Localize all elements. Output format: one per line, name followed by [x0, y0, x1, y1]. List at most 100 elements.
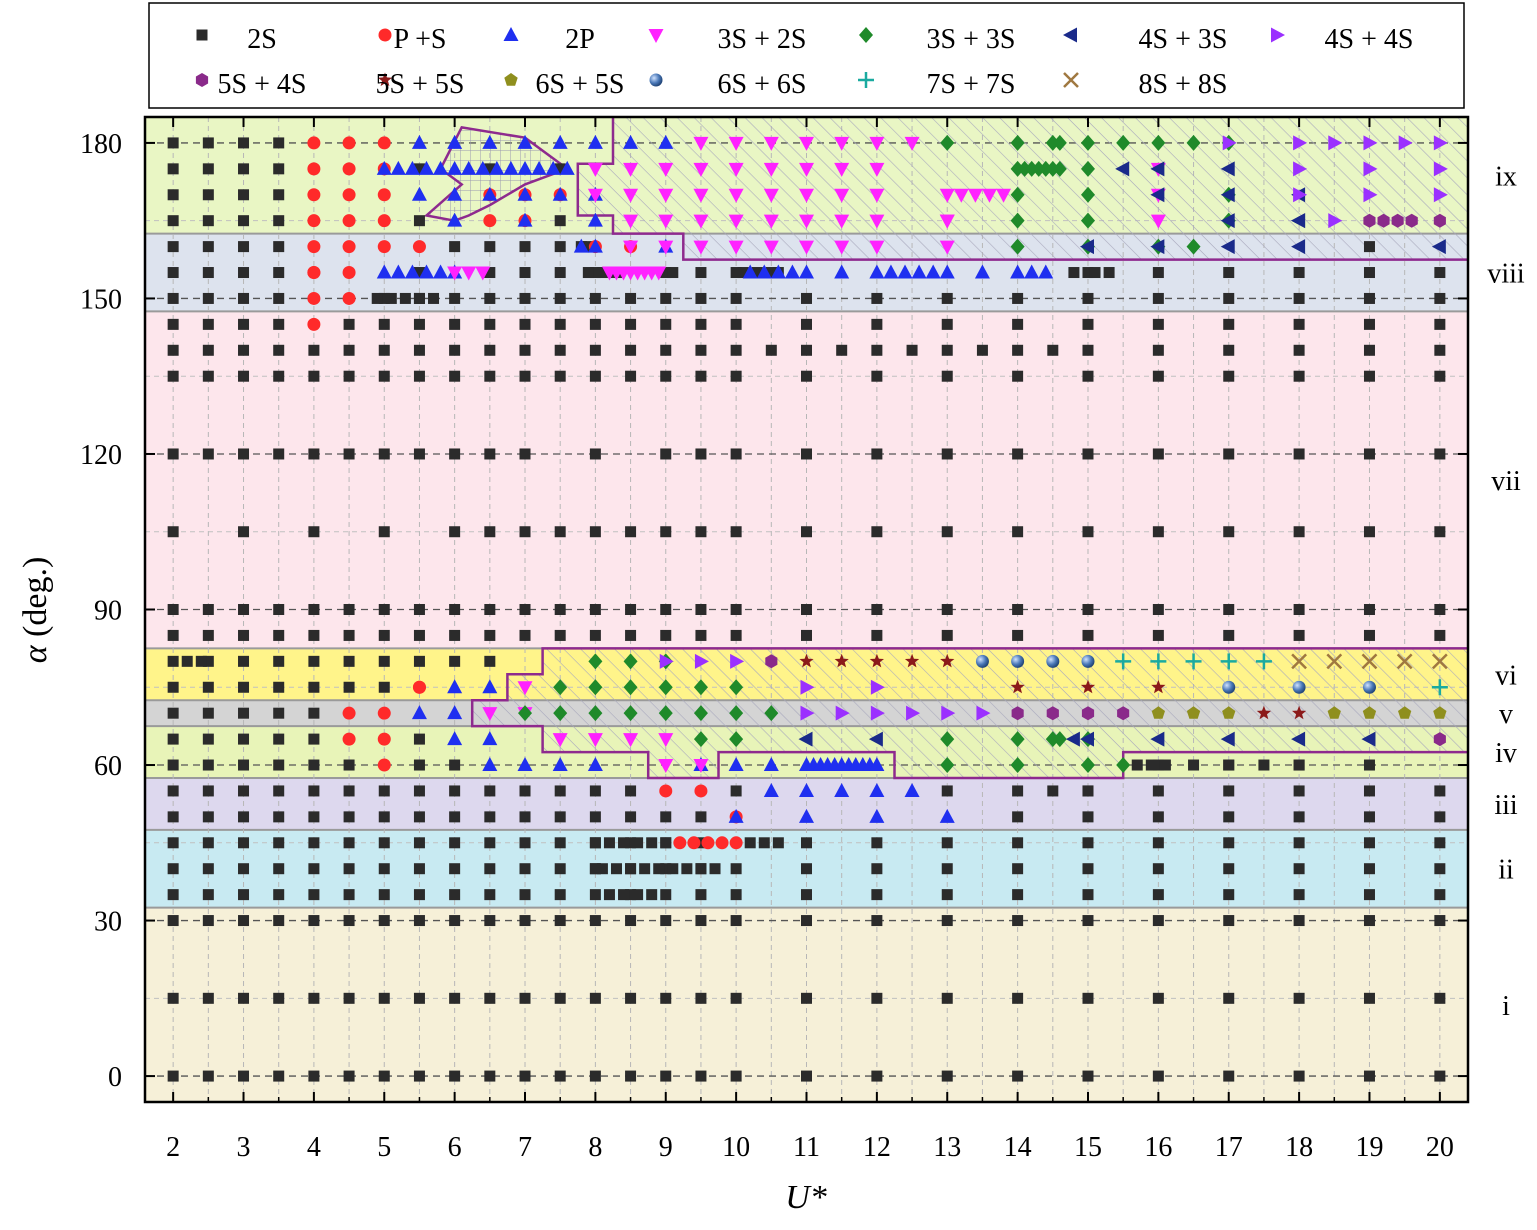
- point-8s-8s: [1291, 653, 1307, 670]
- point-2s: [751, 267, 763, 279]
- point-2s: [519, 318, 531, 330]
- point-2s: [589, 1070, 601, 1082]
- point-3s-3s: [1186, 134, 1201, 151]
- point-6s-6s: [1081, 654, 1095, 668]
- point-2s: [801, 863, 812, 875]
- point-2s: [519, 1070, 531, 1082]
- point-2s: [660, 604, 672, 615]
- x-tick-label: 18: [1285, 1132, 1313, 1163]
- series-2s: [167, 137, 1446, 1082]
- point-2p: [433, 160, 449, 175]
- point-p-s: [342, 136, 356, 150]
- point-2s: [238, 137, 250, 149]
- point-2s: [1159, 759, 1171, 771]
- point-2s: [343, 915, 355, 927]
- point-2s: [695, 344, 707, 356]
- point-4s-4s: [1293, 187, 1308, 203]
- point-7s-7s: [1431, 679, 1448, 696]
- point-2s: [378, 1070, 390, 1082]
- point-2s: [1223, 1070, 1235, 1082]
- point-2s: [167, 759, 179, 771]
- legend-marker-5s-4s: [195, 73, 209, 87]
- point-2s: [484, 318, 496, 330]
- point-2s: [167, 137, 179, 149]
- point-3s-2s: [461, 266, 477, 281]
- point-2s: [589, 889, 601, 901]
- point-3s-2s: [763, 214, 779, 229]
- point-2s: [941, 318, 953, 330]
- point-2s: [1258, 759, 1270, 771]
- point-p-s: [307, 291, 321, 305]
- point-2s: [801, 889, 812, 901]
- point-2p: [587, 238, 603, 253]
- point-2p: [475, 160, 491, 175]
- point-2s: [484, 629, 496, 641]
- point-2s: [167, 318, 179, 330]
- point-2s: [273, 837, 285, 849]
- point-2s: [941, 915, 953, 927]
- point-2s: [413, 370, 425, 382]
- x-tick-label: 11: [793, 1132, 820, 1163]
- point-4s-4s: [941, 705, 956, 721]
- point-3s-3s: [1010, 134, 1025, 151]
- point-5s-4s: [765, 654, 778, 669]
- point-2s: [941, 889, 953, 901]
- point-2s: [554, 318, 566, 330]
- legend-item-6s-6s: 6S + 6S: [649, 69, 806, 100]
- point-2s: [378, 811, 390, 823]
- point-2s: [871, 448, 883, 460]
- point-2s: [484, 267, 496, 279]
- point-2s: [730, 1070, 742, 1082]
- legend-label: 6S + 5S: [536, 69, 625, 100]
- point-2s: [1434, 292, 1446, 304]
- y-tick-label: 150: [80, 284, 122, 315]
- point-2s: [484, 448, 496, 460]
- point-2s: [871, 837, 883, 849]
- point-4s-4s: [1328, 213, 1343, 229]
- point-2s: [202, 707, 214, 719]
- point-2s: [1293, 267, 1305, 279]
- legend-label: 4S + 3S: [1139, 24, 1228, 55]
- point-3s-3s: [1116, 757, 1131, 774]
- point-2s: [449, 915, 461, 927]
- point-2s: [273, 137, 285, 149]
- point-2p: [447, 160, 463, 175]
- point-2p: [447, 731, 463, 746]
- point-2s: [1047, 785, 1059, 797]
- point-2p: [1010, 264, 1026, 279]
- point-2s: [238, 448, 250, 460]
- point-2s: [1012, 318, 1024, 330]
- point-p-s: [701, 836, 715, 850]
- point-3s-2s: [587, 162, 603, 177]
- point-2s: [730, 292, 742, 304]
- points-layer: [167, 134, 1448, 1082]
- point-2s: [1152, 526, 1164, 538]
- legend-label: 4S + 4S: [1325, 24, 1414, 55]
- point-2s: [378, 863, 390, 875]
- point-2s: [273, 655, 285, 667]
- point-3s-2s: [587, 188, 603, 203]
- point-2s: [413, 992, 425, 1004]
- legend-label: 5S + 5S: [376, 69, 465, 100]
- point-4s-3s: [798, 731, 813, 747]
- point-2s: [871, 1070, 883, 1082]
- point-2s: [625, 526, 637, 538]
- x-tick-label: 7: [518, 1132, 532, 1163]
- point-2s: [1293, 759, 1305, 771]
- point-2s: [737, 267, 749, 279]
- point-2s: [871, 370, 883, 382]
- point-2s: [660, 448, 672, 460]
- point-2s: [167, 163, 179, 175]
- point-2p: [658, 134, 674, 149]
- point-3s-2s: [1150, 214, 1166, 229]
- point-3s-3s: [940, 731, 955, 748]
- point-2s: [554, 992, 566, 1004]
- point-3s-3s: [658, 705, 673, 722]
- point-2s: [1089, 267, 1101, 279]
- series-3s-2s: [447, 136, 1166, 774]
- point-2s: [589, 292, 601, 304]
- point-2s: [308, 915, 320, 927]
- legend-item-5s-5s: 5S + 5S: [376, 69, 465, 100]
